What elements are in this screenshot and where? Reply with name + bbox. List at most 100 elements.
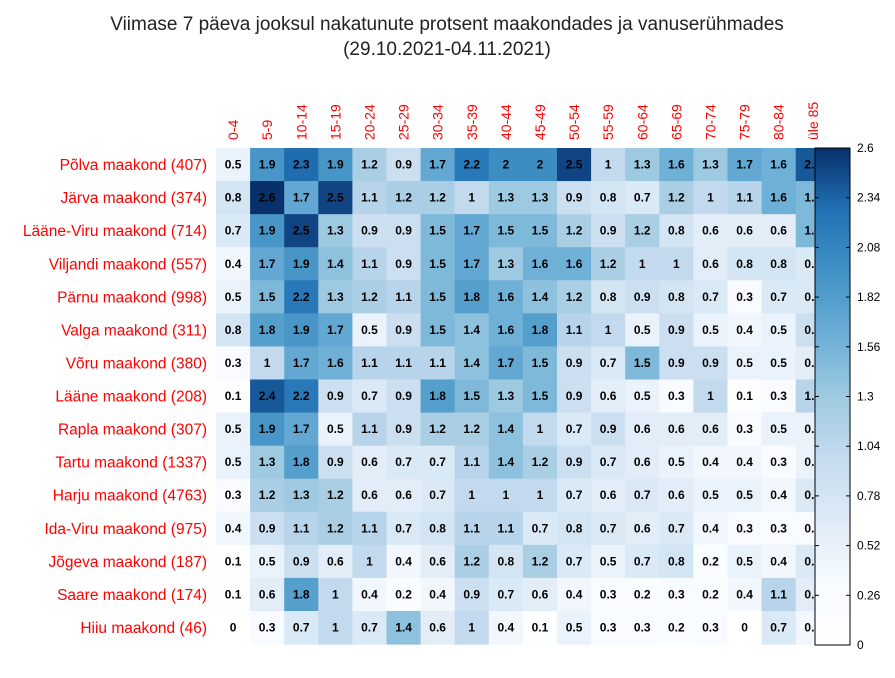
heatmap-cell — [557, 346, 592, 381]
cell-value-label: 1.7 — [293, 191, 310, 205]
cell-value-label: 1.1 — [770, 587, 787, 601]
cell-value-label: 1.5 — [498, 224, 515, 238]
heatmap-cell — [625, 313, 660, 348]
legend-color-bar — [814, 147, 851, 646]
heatmap-cell — [659, 346, 694, 381]
row-label: Ida-Viru maakond (975) — [44, 521, 207, 538]
row-label: Põlva maakond (407) — [60, 157, 207, 174]
row-label: Jõgeva maakond (187) — [48, 554, 207, 571]
cell-value-label: 1.7 — [293, 422, 310, 436]
cell-value-label: 0.7 — [429, 455, 446, 469]
row-label: Järva maakond (374) — [61, 190, 207, 207]
cell-value-label: 0.9 — [600, 224, 617, 238]
cell-value-label: 1.1 — [736, 191, 753, 205]
cell-value-label: 0.9 — [566, 389, 583, 403]
heatmap-cell — [216, 577, 251, 612]
heatmap-cell — [557, 181, 592, 215]
cell-value-label: 1.3 — [498, 191, 515, 205]
heatmap-cell — [625, 214, 660, 248]
column-label: 80-84 — [771, 104, 787, 140]
heatmap-cell — [761, 412, 797, 447]
heatmap-cell — [557, 379, 592, 414]
cell-value-label: 0.5 — [736, 488, 753, 502]
heatmap-cell — [488, 577, 524, 612]
cell-value-label: 0.6 — [532, 587, 549, 601]
heatmap-cell — [557, 544, 592, 579]
cell-value-label: 1.1 — [361, 356, 378, 370]
cell-value-label: 1.6 — [770, 158, 787, 172]
heatmap-cell — [659, 610, 694, 645]
heatmap-cell — [352, 544, 388, 579]
heatmap-cell — [454, 280, 490, 314]
heatmap-cell — [557, 214, 592, 248]
legend-tick-label: 2.08 — [857, 240, 881, 254]
cell-value-label: 1 — [673, 257, 680, 271]
cell-value-label: 0.8 — [600, 191, 617, 205]
cell-value-label: 0.7 — [668, 521, 685, 535]
cell-value-label: 0.6 — [327, 554, 344, 568]
cell-value-label: 1.3 — [259, 455, 276, 469]
column-label: 30-34 — [430, 104, 446, 140]
cell-value-label: 0.8 — [225, 323, 242, 337]
heatmap-cell — [659, 148, 694, 182]
cell-value-label: 1.2 — [361, 290, 378, 304]
heatmap-cell — [352, 280, 388, 314]
column-label: 5-9 — [259, 120, 275, 140]
heatmap-cell — [352, 247, 388, 281]
heatmap-cell — [557, 313, 592, 348]
cell-value-label: 0.6 — [361, 455, 378, 469]
heatmap-cell — [522, 412, 558, 447]
cell-value-label: 1 — [639, 257, 646, 271]
heatmap-cell — [420, 412, 456, 447]
heatmap-cell — [761, 181, 797, 215]
heatmap-cell — [386, 148, 422, 182]
cell-value-label: 1.7 — [463, 257, 480, 271]
cell-value-label: 0.5 — [770, 422, 787, 436]
cell-value-label: 0.7 — [566, 554, 583, 568]
heatmap-cell — [454, 478, 490, 513]
heatmap-cell — [761, 610, 797, 645]
cell-value-label: 1 — [366, 554, 373, 568]
heatmap-cell — [386, 214, 422, 248]
row-label: Valga maakond (311) — [61, 322, 207, 339]
heatmap-cell — [659, 313, 694, 348]
cell-value-label: 0.2 — [702, 554, 719, 568]
column-label: 40-44 — [498, 104, 514, 140]
heatmap-cell — [591, 445, 626, 480]
heatmap-cell — [318, 313, 353, 348]
cell-value-label: 0.9 — [668, 356, 685, 370]
cell-value-label: 2.2 — [293, 389, 310, 403]
heatmap-cell — [693, 346, 729, 381]
heatmap-cell — [557, 511, 592, 546]
cell-value-label: 0.3 — [736, 521, 753, 535]
cell-value-label: 1 — [537, 422, 544, 436]
cell-value-label: 0.6 — [736, 224, 753, 238]
column-label: 65-69 — [668, 104, 684, 140]
cell-value-label: 1.9 — [259, 422, 276, 436]
cell-value-label: 0.7 — [395, 455, 412, 469]
heatmap-cell — [420, 346, 456, 381]
cell-value-label: 1.2 — [327, 488, 344, 502]
heatmap-cell — [352, 511, 388, 546]
heatmap-cell — [386, 511, 422, 546]
cell-value-label: 1.8 — [463, 290, 480, 304]
cell-value-label: 0.3 — [770, 455, 787, 469]
cell-value-label: 1.3 — [293, 488, 310, 502]
heatmap-cell — [693, 610, 729, 645]
heatmap-cell — [352, 148, 388, 182]
cell-value-label: 1.7 — [736, 158, 753, 172]
cell-value-label: 0.8 — [736, 257, 753, 271]
cell-value-label: 0.8 — [668, 554, 685, 568]
column-label: 35-39 — [464, 104, 480, 140]
cell-value-label: 1.9 — [293, 323, 310, 337]
cell-value-label: 1.6 — [532, 257, 549, 271]
cell-value-label: 1.2 — [566, 224, 583, 238]
heatmap-cell — [386, 280, 422, 314]
cell-value-label: 0.9 — [395, 158, 412, 172]
heatmap-cell — [693, 511, 729, 546]
cell-value-label: 0.4 — [429, 587, 446, 601]
cell-value-label: 0.6 — [634, 455, 651, 469]
cell-value-label: 1.1 — [293, 521, 310, 535]
heatmap-cell — [284, 346, 319, 381]
cell-value-label: 0.9 — [259, 521, 276, 535]
